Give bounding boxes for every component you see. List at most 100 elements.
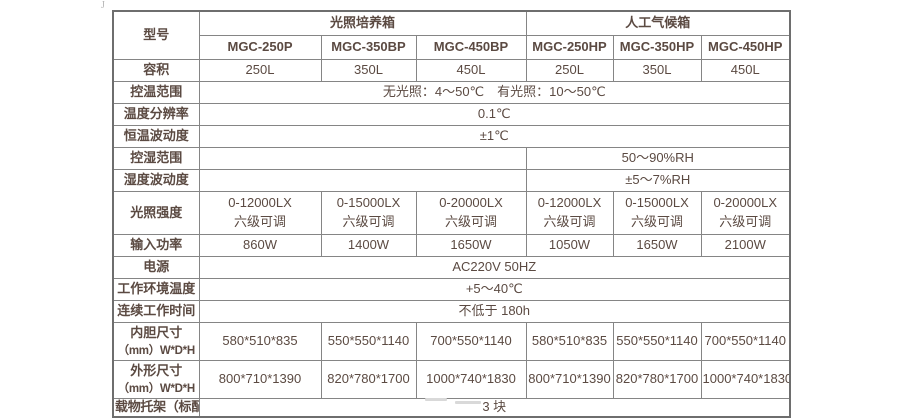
light-intensity-range-4: 0-15000LX xyxy=(625,195,689,211)
outer-size-value-0: 800*710*1390 xyxy=(198,360,322,399)
capacity-value-4: 350L xyxy=(612,59,702,82)
row-label-working-temp: 工作环境温度 xyxy=(112,278,200,301)
tray-value: 3 块 xyxy=(198,398,791,418)
capacity-value-5: 450L xyxy=(700,59,791,82)
outer-size-value-2: 1000*740*1830 xyxy=(415,360,527,399)
light-intensity-levels-0: 六级可调 xyxy=(233,214,286,229)
light-intensity-levels-4: 六级可调 xyxy=(630,214,683,229)
row-capacity: 容积 250L 350L 450L 250L 350L 450L xyxy=(112,59,791,82)
outer-size-label-line1: 外形尺寸 xyxy=(130,362,183,378)
input-power-value-2: 1650W xyxy=(415,234,527,257)
capacity-value-2: 450L xyxy=(415,59,527,82)
model-name-5: MGC-450HP xyxy=(700,35,791,60)
model-name-2: MGC-450BP xyxy=(415,35,527,60)
temp-resolution-value: 0.1℃ xyxy=(198,103,791,126)
light-intensity-range-1: 0-15000LX xyxy=(336,195,401,211)
light-intensity-levels-1: 六级可调 xyxy=(342,214,395,229)
row-tray: 载物托架（标配） 3 块 xyxy=(112,398,791,418)
inner-size-value-0: 580*510*835 xyxy=(198,322,322,361)
outer-size-value-4: 820*780*1700 xyxy=(612,360,702,399)
spec-table: 型号 光照培养箱 人工气候箱 MGC-250P MGC-350BP MGC-45… xyxy=(112,10,792,418)
light-intensity-value-3: 0-12000LX 六级可调 xyxy=(525,191,614,235)
light-intensity-levels-2: 六级可调 xyxy=(444,214,497,229)
row-label-tray: 载物托架（标配） xyxy=(112,398,200,418)
temp-range-value: 无光照：4～50℃ 有光照：10～50℃ xyxy=(198,81,791,104)
input-power-value-5: 2100W xyxy=(700,234,791,257)
row-label-temp-resolution: 温度分辨率 xyxy=(112,103,200,126)
row-working-temp: 工作环境温度 +5～40℃ xyxy=(112,278,791,301)
group-label-climate-chamber: 人工气候箱 xyxy=(525,10,791,36)
light-intensity-levels-3: 六级可调 xyxy=(543,214,596,229)
model-name-3: MGC-250HP xyxy=(525,35,614,60)
outer-size-value-3: 800*710*1390 xyxy=(525,360,614,399)
power-supply-value: AC220V 50HZ xyxy=(198,256,791,279)
group-label-light-incubator: 光照培养箱 xyxy=(198,10,527,36)
row-label-temp-range: 控温范围 xyxy=(112,81,200,104)
scan-artifact-bottom-2 xyxy=(455,401,481,404)
scan-artifact-top-left: J xyxy=(101,0,105,11)
row-humidity-fluctuation: 湿度波动度 ±5～7%RH xyxy=(112,169,791,192)
row-label-continuous-time: 连续工作时间 xyxy=(112,300,200,323)
model-name-0: MGC-250P xyxy=(198,35,322,60)
working-temp-value: +5～40℃ xyxy=(198,278,791,301)
row-continuous-time: 连续工作时间 不低于 180h xyxy=(112,300,791,323)
light-intensity-range-5: 0-20000LX xyxy=(713,195,778,211)
inner-size-label-line1: 内胆尺寸 xyxy=(130,324,183,340)
model-name-4: MGC-350HP xyxy=(612,35,702,60)
input-power-value-4: 1650W xyxy=(612,234,702,257)
outer-size-value-5: 1000*740*1830 xyxy=(700,360,791,399)
inner-size-value-4: 550*550*1140 xyxy=(612,322,702,361)
row-outer-size: 外形尺寸 （mm）W*D*H 800*710*1390 820*780*1700… xyxy=(112,360,791,399)
light-intensity-levels-5: 六级可调 xyxy=(719,214,772,229)
header-group-row: 型号 光照培养箱 人工气候箱 xyxy=(112,10,791,60)
model-corner-label: 型号 xyxy=(112,10,200,60)
input-power-value-3: 1050W xyxy=(525,234,614,257)
light-intensity-value-4: 0-15000LX 六级可调 xyxy=(612,191,702,235)
capacity-value-1: 350L xyxy=(320,59,417,82)
model-name-1: MGC-350BP xyxy=(320,35,417,60)
outer-size-value-1: 820*780*1700 xyxy=(320,360,417,399)
light-intensity-range-3: 0-12000LX xyxy=(537,195,602,211)
humidity-fluctuation-left-empty xyxy=(198,169,527,192)
inner-size-value-5: 700*550*1140 xyxy=(700,322,791,361)
input-power-value-0: 860W xyxy=(198,234,322,257)
row-label-capacity: 容积 xyxy=(112,59,200,82)
header-models-row: MGC-250P MGC-350BP MGC-450BP MGC-250HP M… xyxy=(113,35,791,60)
temp-fluctuation-value: ±1℃ xyxy=(198,125,791,148)
row-label-humidity-range: 控湿范围 xyxy=(112,147,200,170)
row-label-power-supply: 电源 xyxy=(112,256,200,279)
input-power-value-1: 1400W xyxy=(320,234,417,257)
row-label-input-power: 输入功率 xyxy=(112,234,200,257)
light-intensity-value-0: 0-12000LX 六级可调 xyxy=(198,191,322,235)
inner-size-value-3: 580*510*835 xyxy=(525,322,614,361)
humidity-range-left-empty xyxy=(198,147,527,170)
light-intensity-range-2: 0-20000LX xyxy=(439,195,503,211)
scan-artifact-bottom-1 xyxy=(425,398,447,401)
row-inner-size: 内胆尺寸 （mm）W*D*H 580*510*835 550*550*1140 … xyxy=(112,322,791,361)
row-label-light-intensity: 光照强度 xyxy=(112,191,200,235)
light-intensity-value-5: 0-20000LX 六级可调 xyxy=(700,191,791,235)
row-label-temp-fluctuation: 恒温波动度 xyxy=(112,125,200,148)
light-intensity-value-1: 0-15000LX 六级可调 xyxy=(320,191,417,235)
light-intensity-range-0: 0-12000LX xyxy=(228,195,292,211)
outer-size-label-line2: （mm）W*D*H xyxy=(117,382,195,395)
row-temp-resolution: 温度分辨率 0.1℃ xyxy=(112,103,791,126)
light-intensity-value-2: 0-20000LX 六级可调 xyxy=(415,191,527,235)
humidity-range-value: 50～90%RH xyxy=(525,147,791,170)
row-light-intensity: 光照强度 0-12000LX 六级可调 0-15000LX 六级可调 0-200… xyxy=(112,191,791,235)
row-input-power: 输入功率 860W 1400W 1650W 1050W 1650W 2100W xyxy=(112,234,791,257)
capacity-value-0: 250L xyxy=(198,59,322,82)
inner-size-label-line2: （mm）W*D*H xyxy=(117,344,195,357)
row-label-inner-size: 内胆尺寸 （mm）W*D*H xyxy=(112,322,200,361)
row-temp-fluctuation: 恒温波动度 ±1℃ xyxy=(112,125,791,148)
row-temp-range: 控温范围 无光照：4～50℃ 有光照：10～50℃ xyxy=(112,81,791,104)
inner-size-value-2: 700*550*1140 xyxy=(415,322,527,361)
row-power-supply: 电源 AC220V 50HZ xyxy=(112,256,791,279)
inner-size-value-1: 550*550*1140 xyxy=(320,322,417,361)
capacity-value-3: 250L xyxy=(525,59,614,82)
row-label-humidity-fluctuation: 湿度波动度 xyxy=(112,169,200,192)
continuous-time-value: 不低于 180h xyxy=(198,300,791,323)
row-humidity-range: 控湿范围 50～90%RH xyxy=(112,147,791,170)
humidity-fluctuation-value: ±5～7%RH xyxy=(525,169,791,192)
row-label-outer-size: 外形尺寸 （mm）W*D*H xyxy=(112,360,200,399)
